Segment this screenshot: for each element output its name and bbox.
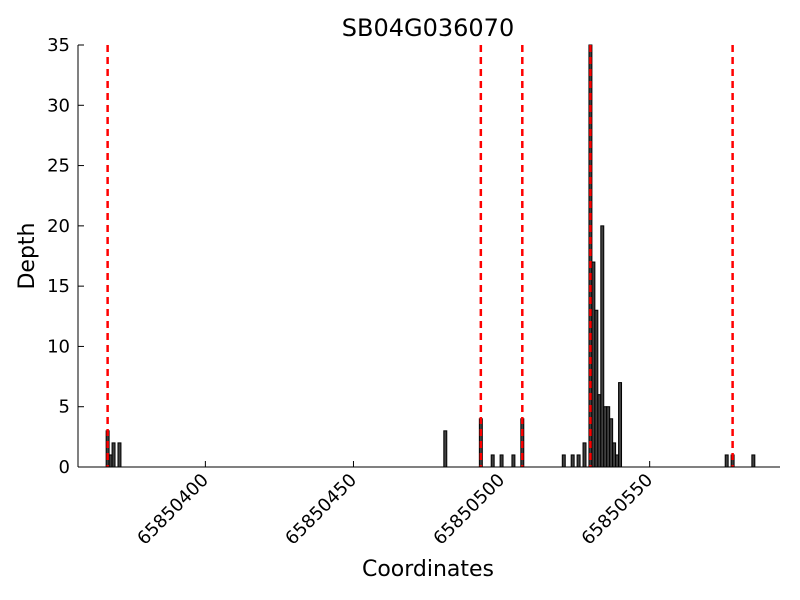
bar	[561, 454, 566, 468]
bar	[582, 442, 587, 468]
chart-title: SB04G036070	[342, 14, 514, 42]
y-tick-label: 20	[47, 216, 70, 237]
y-tick-label: 15	[47, 276, 70, 297]
bar	[576, 454, 581, 468]
bar	[111, 442, 116, 468]
x-tick-label: 65850450	[281, 470, 361, 550]
bar	[499, 454, 504, 468]
y-tick-label: 10	[47, 336, 70, 357]
bar	[443, 430, 448, 468]
x-tick-label: 65850500	[429, 470, 509, 550]
y-tick-label: 30	[47, 95, 70, 116]
x-axis-label: Coordinates	[362, 557, 494, 582]
y-tick-label: 35	[47, 35, 70, 56]
x-tick-label: 65850550	[578, 470, 658, 550]
bar	[490, 454, 495, 468]
bar	[751, 454, 756, 468]
bar	[511, 454, 516, 468]
bar	[618, 382, 623, 468]
y-tick-label: 0	[59, 457, 70, 478]
y-axis-label: Depth	[15, 222, 40, 289]
bar	[570, 454, 575, 468]
y-tick-label: 25	[47, 156, 70, 177]
x-tick-label: 65850400	[133, 470, 213, 550]
y-tick-label: 5	[59, 397, 70, 418]
bar	[117, 442, 122, 468]
bar	[724, 454, 729, 468]
